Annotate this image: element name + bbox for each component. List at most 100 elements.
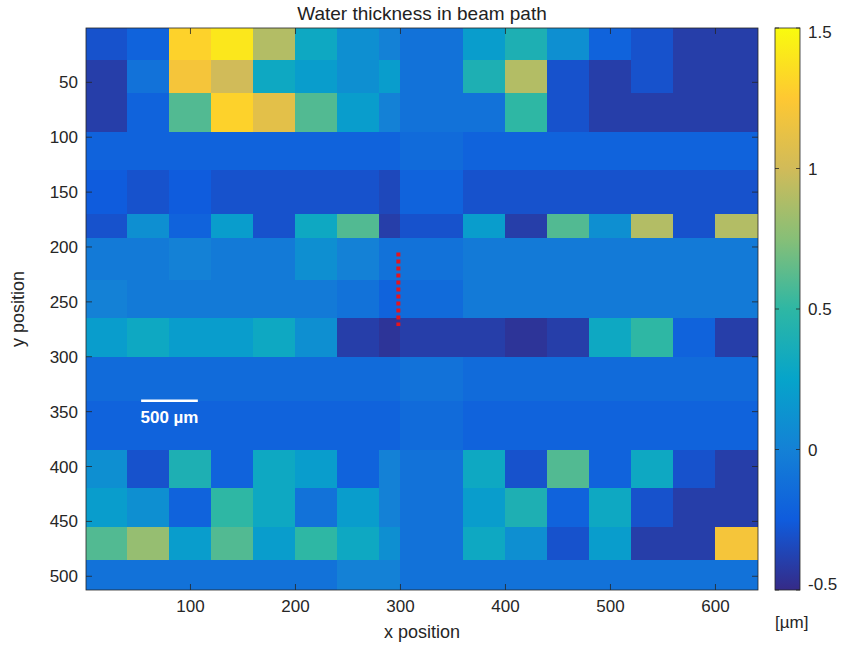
heatmap-cell xyxy=(379,93,401,132)
heatmap-cell xyxy=(547,214,590,239)
title: Water thickness in beam path xyxy=(297,3,547,24)
y-tick-label: 400 xyxy=(50,458,78,477)
heatmap-cell xyxy=(86,132,128,171)
heatmap-cell xyxy=(253,488,296,527)
heatmap-cell xyxy=(589,488,632,527)
y-tick xyxy=(86,356,92,357)
y-tick xyxy=(752,466,758,467)
heatmap-cell xyxy=(589,60,632,94)
heatmap-cell xyxy=(715,60,758,94)
x-tick xyxy=(715,584,716,590)
y-tick xyxy=(86,246,92,247)
heatmap-cell xyxy=(379,560,401,590)
heatmap-cell xyxy=(631,357,674,402)
y-tick-label: 250 xyxy=(50,293,78,312)
heatmap-cell xyxy=(337,401,380,451)
heatmap-cell xyxy=(127,93,170,132)
heatmap-cell xyxy=(253,527,296,561)
heatmap-cell xyxy=(400,560,464,590)
heatmap-cell xyxy=(673,280,716,319)
x-tick xyxy=(400,28,401,34)
y-tick xyxy=(86,137,92,138)
heatmap-cell xyxy=(127,170,170,215)
heatmap-cell xyxy=(631,401,674,451)
colorbar-tick xyxy=(796,309,800,310)
heatmap-cell xyxy=(589,93,632,132)
colorbar-tick xyxy=(775,309,779,310)
heatmap-cell xyxy=(673,132,716,171)
heatmap-cell xyxy=(505,280,548,319)
colorbar-tick xyxy=(796,168,800,169)
heatmap-cell xyxy=(169,28,212,61)
heatmap-cell xyxy=(505,488,548,527)
y-axis-label: y position xyxy=(8,271,28,347)
plot-frame xyxy=(86,28,758,590)
heatmap-cell xyxy=(631,450,674,489)
heatmap-cell xyxy=(295,28,338,61)
heatmap-cell xyxy=(589,132,632,171)
heatmap-cell xyxy=(631,93,674,132)
heatmap-cell xyxy=(400,170,464,215)
x-tick xyxy=(610,584,611,590)
x-tick-label: 300 xyxy=(386,597,414,616)
heatmap-cell xyxy=(169,450,212,489)
heatmap-cell xyxy=(169,527,212,561)
heatmap-cell xyxy=(673,28,716,61)
heatmap-cell xyxy=(211,60,254,94)
heatmap-cell xyxy=(547,401,590,451)
heatmap-cell xyxy=(169,318,212,357)
heatmap-cell xyxy=(715,28,758,61)
colorbar xyxy=(775,28,800,590)
heatmap-cell xyxy=(295,170,338,215)
heatmap-cell xyxy=(631,28,674,61)
heatmap-cell xyxy=(505,450,548,489)
heatmap-cell xyxy=(337,60,380,94)
heatmap-cell xyxy=(400,357,464,402)
heatmap-cell xyxy=(463,318,506,357)
heatmap-cell xyxy=(211,132,254,171)
heatmap-cell xyxy=(169,60,212,94)
heatmap-cell xyxy=(463,170,506,215)
heatmap-cell xyxy=(547,488,590,527)
heatmap-cell xyxy=(547,560,590,590)
heatmap-cell xyxy=(463,560,506,590)
heatmap-cell xyxy=(211,28,254,61)
heatmap-cell xyxy=(505,170,548,215)
heatmap-cell xyxy=(673,93,716,132)
heatmap-cell xyxy=(86,214,128,239)
heatmap-cell xyxy=(127,450,170,489)
heatmap-cell xyxy=(400,238,464,280)
heatmap-cell xyxy=(589,280,632,319)
x-tick xyxy=(295,28,296,34)
heatmap-cell xyxy=(400,28,464,61)
heatmap-cell xyxy=(379,357,401,402)
heatmap-cell xyxy=(169,132,212,171)
heatmap-cell xyxy=(400,280,464,319)
heatmap-cell xyxy=(253,214,296,239)
heatmap-cell xyxy=(127,238,170,280)
heatmap-cell xyxy=(169,93,212,132)
heatmap-cell xyxy=(337,238,380,280)
y-tick xyxy=(752,246,758,247)
heatmap-cell xyxy=(253,560,296,590)
heatmap-cell xyxy=(547,450,590,489)
colorbar-tick xyxy=(796,590,800,591)
heatmap-cell xyxy=(589,450,632,489)
heatmap-cell xyxy=(211,214,254,239)
y-tick-label: 50 xyxy=(59,73,78,92)
colorbar-tick-label: 1 xyxy=(808,160,817,179)
heatmap-cell xyxy=(400,401,464,451)
heatmap-cell xyxy=(463,93,506,132)
y-tick xyxy=(752,301,758,302)
heatmap-cell xyxy=(295,280,338,319)
heatmap-cell xyxy=(463,527,506,561)
heatmap-cell xyxy=(715,238,758,280)
heatmap-cell xyxy=(715,560,758,590)
heatmap-cell xyxy=(631,60,674,94)
y-tick-label: 100 xyxy=(50,128,78,147)
heatmap-cell xyxy=(631,488,674,527)
heatmap-cell xyxy=(400,488,464,527)
heatmap-cell xyxy=(169,488,212,527)
heatmap-cell xyxy=(253,357,296,402)
heatmap-cell xyxy=(631,560,674,590)
